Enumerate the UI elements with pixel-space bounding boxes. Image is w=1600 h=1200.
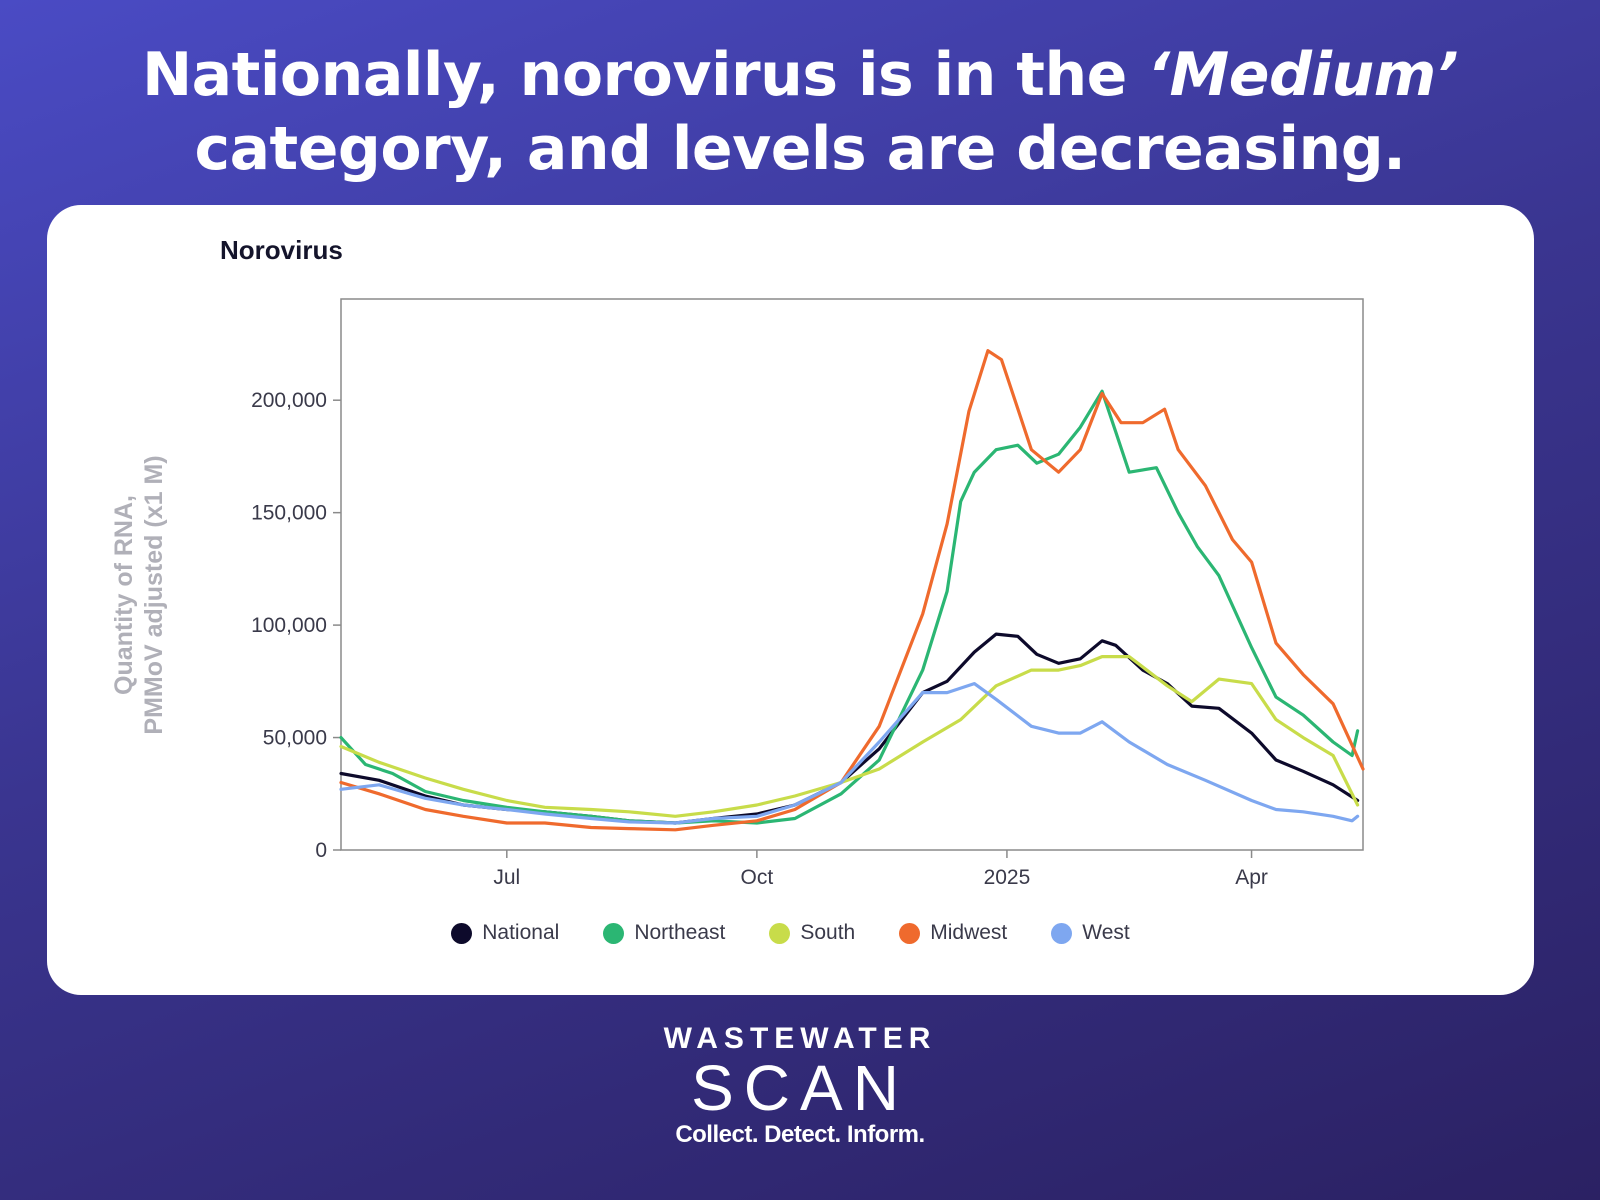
legend-label: West <box>1082 921 1130 944</box>
legend-label: National <box>482 921 560 944</box>
y-tick-label: 200,000 <box>251 389 327 412</box>
series-line-west <box>339 682 1360 825</box>
series-line-northeast <box>339 389 1360 825</box>
legend-item-midwest[interactable]: Midwest <box>899 921 1007 945</box>
chart-title: Norovirus <box>220 235 343 265</box>
legend-dot <box>899 922 921 944</box>
x-tick-label: Oct <box>741 866 774 889</box>
headline-line-1: Nationally, norovirus is in the ‘Medium’ <box>0 38 1600 112</box>
y-tick-label: 0 <box>315 839 327 862</box>
norovirus-chart: 0 50,000 100,000 150,000 200,000 Jul Oct 2025 Ap… <box>110 298 1365 889</box>
legend-label: Northeast <box>634 921 726 944</box>
y-tick-label: 150,000 <box>251 502 327 525</box>
legend-item-west[interactable]: West <box>1051 921 1130 945</box>
legend-label: Midwest <box>930 921 1008 944</box>
chart-card: Norovirus 0 50,000 100,000 150,000 200,000 Ju… <box>47 205 1534 995</box>
legend-dot <box>769 922 791 944</box>
legend-item-northeast[interactable]: Northeast <box>603 921 725 945</box>
legend-dot <box>603 922 625 944</box>
series-line-national <box>339 632 1360 825</box>
plot-frame <box>340 298 1364 851</box>
logo-main-text: SCAN <box>691 1052 909 1124</box>
y-axis-label-line-1: Quantity of RNA, <box>110 495 138 695</box>
headline-text-1: Nationally, norovirus is in the <box>141 40 1148 110</box>
legend-dot <box>1051 922 1073 944</box>
headline-emphasis: ‘Medium’ <box>1147 40 1459 110</box>
chart-legend: National Northeast South Midwest West <box>47 921 1534 945</box>
series-line-midwest <box>339 349 1365 832</box>
logo-top-text: WASTEWATER <box>663 1022 937 1055</box>
headline-line-2: category, and levels are decreasing. <box>194 114 1406 184</box>
wastewater-scan-logo: WASTEWATER SCAN Collect. Detect. Inform. <box>0 1022 1600 1150</box>
legend-item-national[interactable]: National <box>451 921 559 945</box>
series-line-south <box>339 655 1360 818</box>
y-tick-label: 100,000 <box>251 614 327 637</box>
y-axis-label-line-2: PMMoV adjusted (x1 M) <box>140 455 168 734</box>
y-axis-label: Quantity of RNA,PMMoV adjusted (x1 M) <box>110 455 168 734</box>
headline: Nationally, norovirus is in the ‘Medium’… <box>0 38 1600 186</box>
x-tick-label: Jul <box>493 866 520 889</box>
legend-dot <box>451 922 473 944</box>
legend-label: South <box>800 921 856 944</box>
x-tick-label: Apr <box>1235 866 1268 889</box>
logo-tagline: Collect. Detect. Inform. <box>675 1121 925 1148</box>
y-tick-label: 50,000 <box>263 727 327 750</box>
x-tick-label: 2025 <box>984 866 1031 889</box>
legend-item-south[interactable]: South <box>769 921 855 945</box>
